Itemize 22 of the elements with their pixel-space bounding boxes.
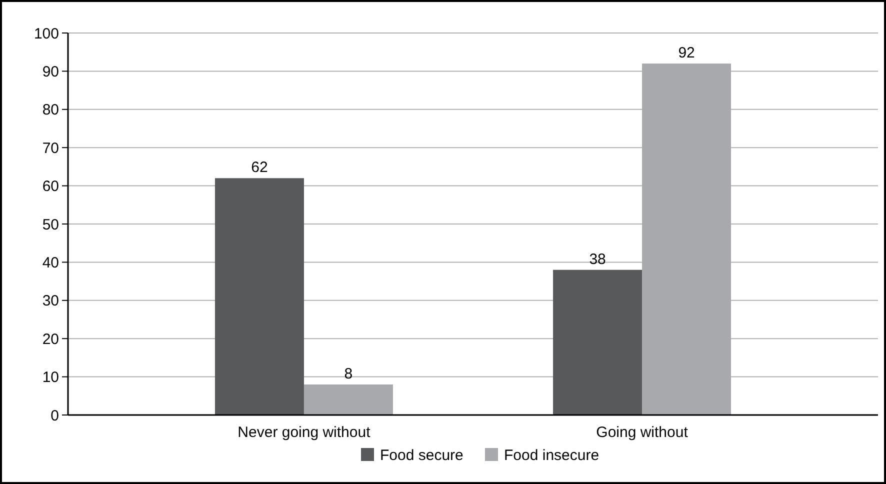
data-label: 38 xyxy=(589,250,606,268)
y-tick-label: 30 xyxy=(42,292,59,310)
y-tick-label: 50 xyxy=(42,216,59,234)
legend-label: Food secure xyxy=(380,447,464,464)
data-label: 8 xyxy=(344,365,353,382)
y-tick-label: 10 xyxy=(42,369,59,386)
y-tick-label: 90 xyxy=(42,63,59,80)
y-tick-label: 80 xyxy=(42,102,59,119)
y-tick-label: 100 xyxy=(34,25,59,42)
x-tick-label: Never going without xyxy=(238,424,372,441)
data-label: 92 xyxy=(678,44,695,62)
legend-label: Food insecure xyxy=(504,447,600,464)
y-tick-label: 20 xyxy=(42,330,59,348)
y-tick-label: 0 xyxy=(50,407,59,424)
y-tick-label: 40 xyxy=(42,254,59,272)
x-tick-label: Going without xyxy=(596,424,689,441)
y-tick-label: 60 xyxy=(42,178,59,196)
y-tick-label: 70 xyxy=(42,140,59,157)
bar xyxy=(214,178,304,415)
bar xyxy=(553,270,642,415)
bar xyxy=(304,384,393,415)
data-label: 62 xyxy=(251,159,268,176)
